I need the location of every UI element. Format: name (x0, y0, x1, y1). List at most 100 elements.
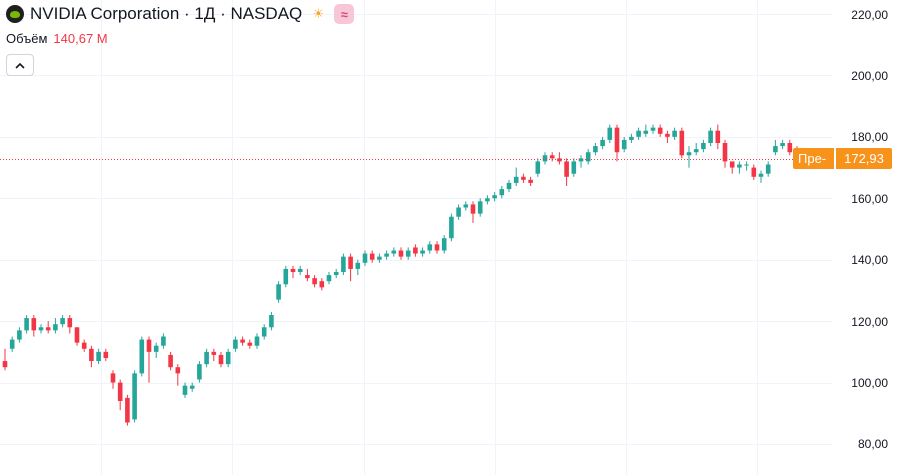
candle-body (233, 339, 238, 349)
candle-body (715, 130, 721, 143)
candle-body (780, 143, 785, 147)
candle-body (132, 373, 137, 420)
candle-body (377, 256, 382, 260)
candle-body (189, 385, 195, 389)
candle-body (477, 201, 483, 214)
price-scale-tick: 120,00 (851, 315, 888, 329)
candle-body (758, 173, 764, 177)
candle-body (153, 345, 159, 352)
price-scale-tick: 220,00 (851, 8, 888, 22)
candle-body (9, 339, 15, 349)
extended-hours-wave-icon[interactable]: ≈ (334, 4, 355, 24)
candle-body (369, 253, 375, 260)
candle-body (31, 318, 37, 331)
price-scale-tick: 180,00 (851, 130, 888, 144)
candle-body (456, 207, 461, 217)
candle-body (585, 152, 591, 162)
candle-body (499, 189, 505, 196)
candle-body (283, 268, 289, 285)
candle-body (204, 351, 209, 365)
candle-body (261, 327, 267, 337)
candle-body (629, 136, 634, 140)
candle-body (420, 250, 425, 254)
candle-body (17, 330, 22, 340)
candle-body (701, 143, 706, 150)
candle-body (535, 161, 541, 174)
candle-body (182, 385, 188, 395)
candle-body (225, 351, 231, 365)
candle-body (81, 342, 87, 349)
current-price-label: 172,93 (836, 148, 892, 169)
candle-body (744, 164, 749, 166)
price-scale-tick: 140,00 (851, 253, 888, 267)
symbol-title[interactable]: NVIDIA Corporation · 1Д · NASDAQ (30, 4, 303, 23)
candle-body (513, 176, 519, 183)
candle-body (506, 182, 512, 190)
candle-body (650, 127, 656, 131)
candle-body (643, 130, 649, 134)
candle-body (254, 336, 260, 346)
candle-body (405, 250, 411, 257)
candle-body (391, 250, 397, 254)
volume-legend: Объём 140,67 M (6, 31, 108, 46)
candle-body (593, 146, 598, 153)
candle-body (470, 204, 476, 214)
candle-body (427, 244, 433, 251)
candle-body (341, 256, 346, 272)
chevron-up-icon (15, 62, 25, 69)
candle-body (2, 361, 8, 368)
candle-body (305, 275, 310, 279)
price-scale-tick: 160,00 (851, 192, 888, 206)
candle-body (297, 268, 303, 272)
candle-body (125, 397, 130, 423)
candle-body (197, 364, 202, 380)
candle-body (571, 161, 577, 174)
candle-body (708, 130, 713, 143)
premarket-tag: Пре- (793, 148, 834, 169)
candle-body (276, 284, 281, 300)
candle-body (607, 127, 613, 140)
candle-body (549, 155, 555, 159)
volume-value: 140,67 M (53, 31, 108, 46)
collapse-legend-button[interactable] (6, 54, 34, 76)
candle-body (528, 179, 533, 183)
candle-body (74, 327, 80, 343)
candle-body (175, 367, 181, 374)
market-hours-sun-icon[interactable]: ☀ (312, 6, 325, 21)
candle-body (60, 318, 65, 325)
candle-body (485, 198, 490, 202)
candle-body (449, 216, 454, 239)
candle-body (110, 373, 116, 383)
candle-body (312, 278, 317, 285)
candle-body (67, 318, 73, 328)
volume-label: Объём (6, 31, 48, 46)
candle-body (211, 351, 217, 355)
candle-body (665, 133, 670, 137)
candle-body (362, 253, 368, 263)
candle-body (326, 275, 332, 282)
candle-body (384, 253, 389, 257)
candle-body (542, 155, 548, 162)
candle-body (290, 268, 296, 272)
candle-body (45, 327, 51, 331)
chart-legend-header: NVIDIA Corporation · 1Д · NASDAQ ☀ ≈ (6, 4, 355, 24)
candle-body (117, 382, 123, 401)
candle-body (621, 139, 627, 150)
nvidia-logo-icon (6, 5, 24, 23)
candle-body (96, 351, 101, 362)
candle-body (578, 158, 584, 162)
candle-body (773, 146, 778, 153)
candle-body (751, 167, 757, 177)
candle-body (600, 139, 605, 147)
candle-body (614, 127, 620, 153)
candle-body (355, 262, 361, 269)
candle-body (521, 176, 526, 180)
candle-body (441, 238, 447, 251)
candle-body (398, 250, 404, 257)
candle-body (434, 244, 440, 251)
candle-body (103, 351, 109, 358)
candle-body (787, 143, 793, 153)
candle-body (240, 339, 245, 343)
candle-body (693, 149, 699, 153)
